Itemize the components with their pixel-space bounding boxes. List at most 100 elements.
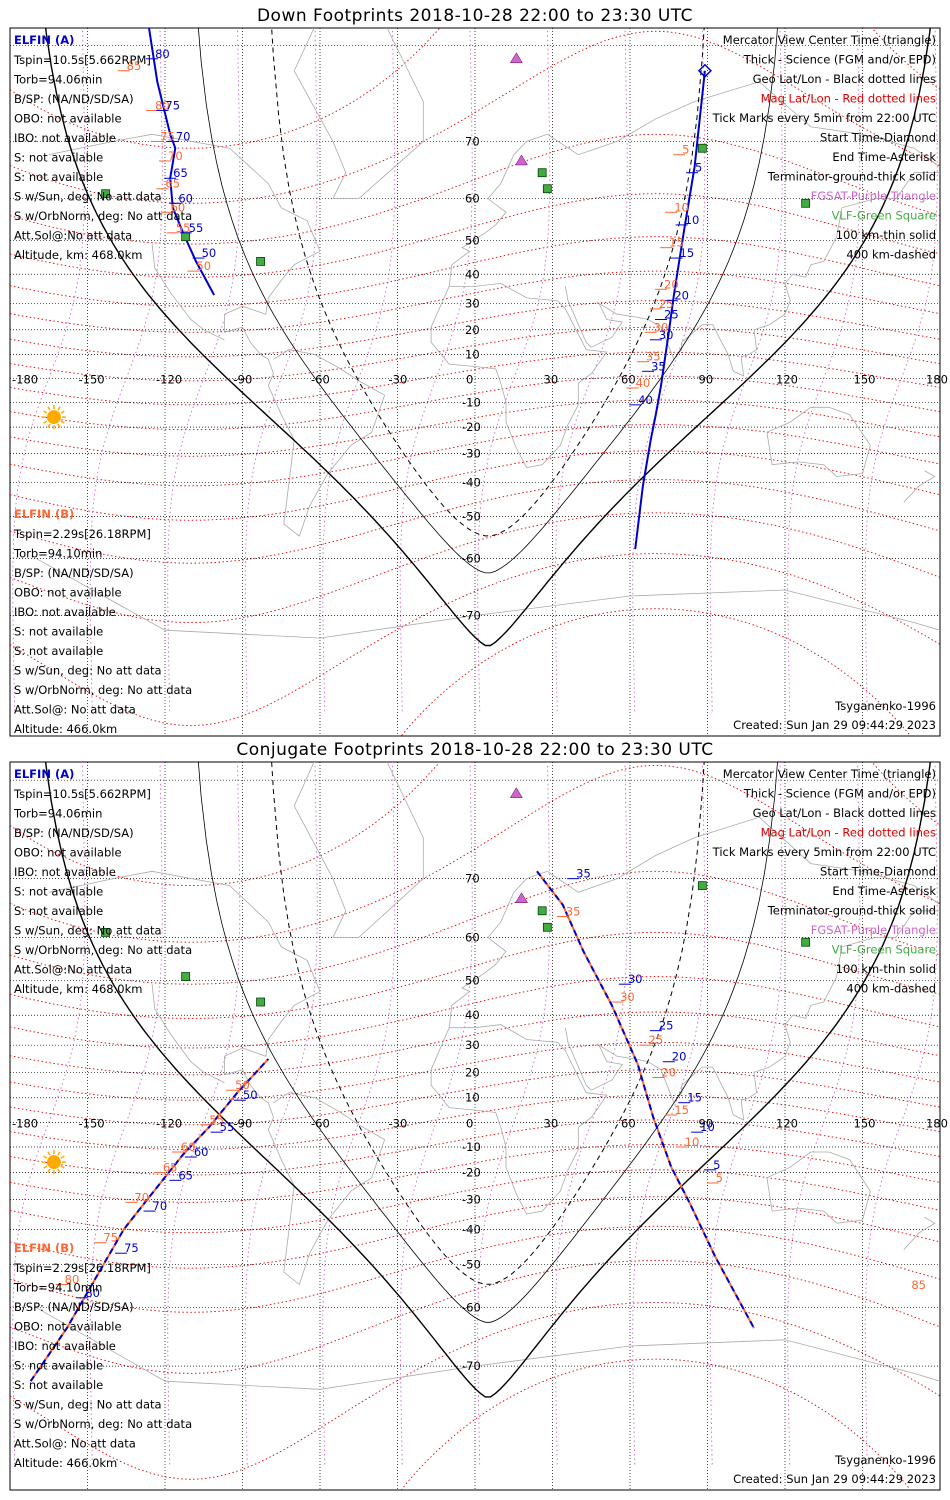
elfin-a-name: ELFIN (A) bbox=[14, 767, 74, 781]
elfin-b-tick-label: 85 bbox=[911, 1278, 926, 1292]
legend-item: FGSAT-Purple Triangle bbox=[811, 189, 936, 203]
elfin-a-info-line: IBO: not available bbox=[14, 865, 116, 879]
elfin-a-info-line: Tspin=10.5s[5.662RPM] bbox=[13, 53, 151, 67]
sun-icon bbox=[41, 405, 66, 430]
elfin-a-info-line: S w/Sun, deg: No att data bbox=[14, 924, 162, 938]
fgsat-triangle bbox=[509, 787, 523, 798]
lon-tick-label: 120 bbox=[776, 1116, 798, 1130]
elfin-b-info-line: S: not available bbox=[14, 644, 103, 658]
elfin-b-tick-label: 20 bbox=[661, 1065, 676, 1079]
elfin-a-tick-label: 10 bbox=[700, 1120, 715, 1134]
coastline bbox=[48, 870, 386, 1286]
mag-lon-line bbox=[787, 762, 861, 1465]
map-legend: Mercator View Center Time (triangle) Thic… bbox=[712, 33, 937, 262]
created-timestamp: Created: Sun Jan 29 09:44:29 2023 bbox=[733, 1472, 936, 1486]
lon-tick-label: 30 bbox=[544, 1116, 559, 1130]
panel-title-conjugate: Conjugate Footprints 2018-10-28 22:00 to… bbox=[236, 740, 714, 760]
mag-lon-line bbox=[322, 762, 396, 1465]
map-content bbox=[10, 762, 940, 1490]
elfin-a-info-line: S w/Sun, deg: No att data bbox=[14, 190, 162, 204]
elfin-b-tick-label: 55 bbox=[209, 1113, 224, 1127]
elfin-b-tick-label: 50 bbox=[235, 1078, 250, 1092]
lon-tick-label: -180 bbox=[12, 372, 38, 386]
created-timestamp: Created: Sun Jan 29 09:44:29 2023 bbox=[733, 718, 936, 732]
vlf-square bbox=[801, 198, 811, 208]
lat-tick-label: 10 bbox=[465, 347, 480, 361]
lon-tick-label: 150 bbox=[854, 1116, 876, 1130]
elfin-b-tick-label: 15 bbox=[674, 1103, 689, 1117]
elfin-a-tick-label: 75 bbox=[165, 98, 180, 112]
terminator-100km bbox=[197, 28, 778, 574]
legend-item: Start Time-Diamond bbox=[820, 131, 936, 145]
mag-lon-line bbox=[477, 762, 551, 1465]
elfin-b-info-line: B/SP: (NA/ND/SD/SA) bbox=[14, 1300, 134, 1314]
elfin-a-tick-label: 65 bbox=[173, 166, 188, 180]
mag-lat-line bbox=[400, 608, 912, 736]
elfin-b-tick-label: 30 bbox=[620, 990, 635, 1004]
elfin-b-tick-label: 70 bbox=[168, 149, 183, 163]
lat-tick-label: -20 bbox=[462, 420, 481, 434]
legend-item: Start Time-Diamond bbox=[820, 865, 936, 879]
elfin-b-tick-label: 65 bbox=[163, 1160, 178, 1174]
elfin-a-tick-label: 5 bbox=[713, 1158, 720, 1172]
elfin-a-info-line: S w/OrbNorm, deg: No att data bbox=[14, 943, 192, 957]
mag-lon-line bbox=[787, 28, 861, 712]
mag-lon-line bbox=[244, 28, 318, 712]
elfin-a-info-line: Torb=94.06min bbox=[13, 73, 102, 87]
lat-tick-label: -60 bbox=[462, 1300, 481, 1314]
elfin-a-info-line: S: not available bbox=[14, 885, 103, 899]
legend-item: FGSAT-Purple Triangle bbox=[811, 923, 936, 937]
elfin-a-track bbox=[147, 28, 215, 296]
lat-tick-label: -40 bbox=[462, 476, 481, 490]
elfin-b-tick-label: 75 bbox=[103, 1231, 118, 1245]
elfin-b-tick-label: 80 bbox=[65, 1272, 80, 1286]
lat-tick-label: -10 bbox=[462, 1140, 481, 1154]
mag-lon-line bbox=[864, 28, 938, 712]
vlf-square bbox=[697, 143, 707, 153]
lat-tick-label: -50 bbox=[462, 510, 481, 524]
mag-lon-line bbox=[864, 762, 938, 1465]
lon-tick-label: 120 bbox=[776, 372, 798, 386]
mag-lon-line bbox=[632, 28, 706, 712]
lon-tick-label: 0 bbox=[466, 1116, 473, 1130]
elfin-a-tick-label: 80 bbox=[155, 47, 170, 61]
elfin-b-info-line: Att.Sol@: No att data bbox=[14, 703, 136, 717]
coastline bbox=[35, 557, 940, 639]
coastline bbox=[48, 133, 386, 537]
lon-tick-label: -60 bbox=[311, 1116, 330, 1130]
mag-lon-line bbox=[12, 762, 86, 1465]
elfin-b-info-line: S w/Sun, deg: No att data bbox=[14, 664, 162, 678]
lat-tick-label: 30 bbox=[465, 1038, 480, 1052]
coastline bbox=[565, 172, 940, 377]
elfin-a-info-line: S w/OrbNorm, deg: No att data bbox=[14, 209, 192, 223]
elfin-a-tick-label: 60 bbox=[194, 1145, 209, 1159]
elfin-b-info-line: Altitude: 466.0km bbox=[14, 1456, 117, 1470]
terminator-ground bbox=[44, 28, 931, 647]
coastline bbox=[430, 282, 608, 469]
lat-tick-label: 40 bbox=[465, 1008, 480, 1022]
elfin-a-tick-label: 20 bbox=[674, 289, 689, 303]
coastline bbox=[766, 1151, 871, 1224]
elfin-a-tick-label: 75 bbox=[124, 1241, 139, 1255]
elfin-b-tick-label: 20 bbox=[664, 277, 679, 291]
elfin-a-tick-label: 70 bbox=[176, 129, 191, 143]
elfin-a-tick-label: 15 bbox=[680, 246, 695, 260]
mag-lat-line bbox=[10, 1144, 940, 1203]
mag-lat-line bbox=[10, 762, 940, 887]
lon-tick-label: 60 bbox=[621, 1116, 636, 1130]
elfin-a-tick-label: 30 bbox=[628, 972, 643, 986]
elfin-b-info: ELFIN (B) Tspin=2.29s[26.18RPM] Torb=94.10… bbox=[13, 507, 192, 736]
elfin-b-tick-label: 60 bbox=[181, 1140, 196, 1154]
start-diamond bbox=[697, 63, 712, 78]
legend-item: Geo Lat/Lon - Black dotted lines bbox=[753, 806, 936, 820]
lon-tick-label: -90 bbox=[234, 372, 253, 386]
legend-item: Tick Marks every 5min from 22:00 UTC bbox=[712, 845, 936, 859]
elfin-b-tick-label: 85 bbox=[127, 59, 142, 73]
vlf-square bbox=[256, 257, 265, 266]
legend-item: Thick - Science (FGM and/or EPD) bbox=[743, 787, 936, 801]
mag-lat-line bbox=[10, 1169, 940, 1234]
elfin-a-tick-label: 35 bbox=[576, 867, 591, 881]
elfin-a-tick-label: 30 bbox=[659, 328, 674, 342]
elfin-b-info-line: Torb=94.10min bbox=[13, 547, 102, 561]
